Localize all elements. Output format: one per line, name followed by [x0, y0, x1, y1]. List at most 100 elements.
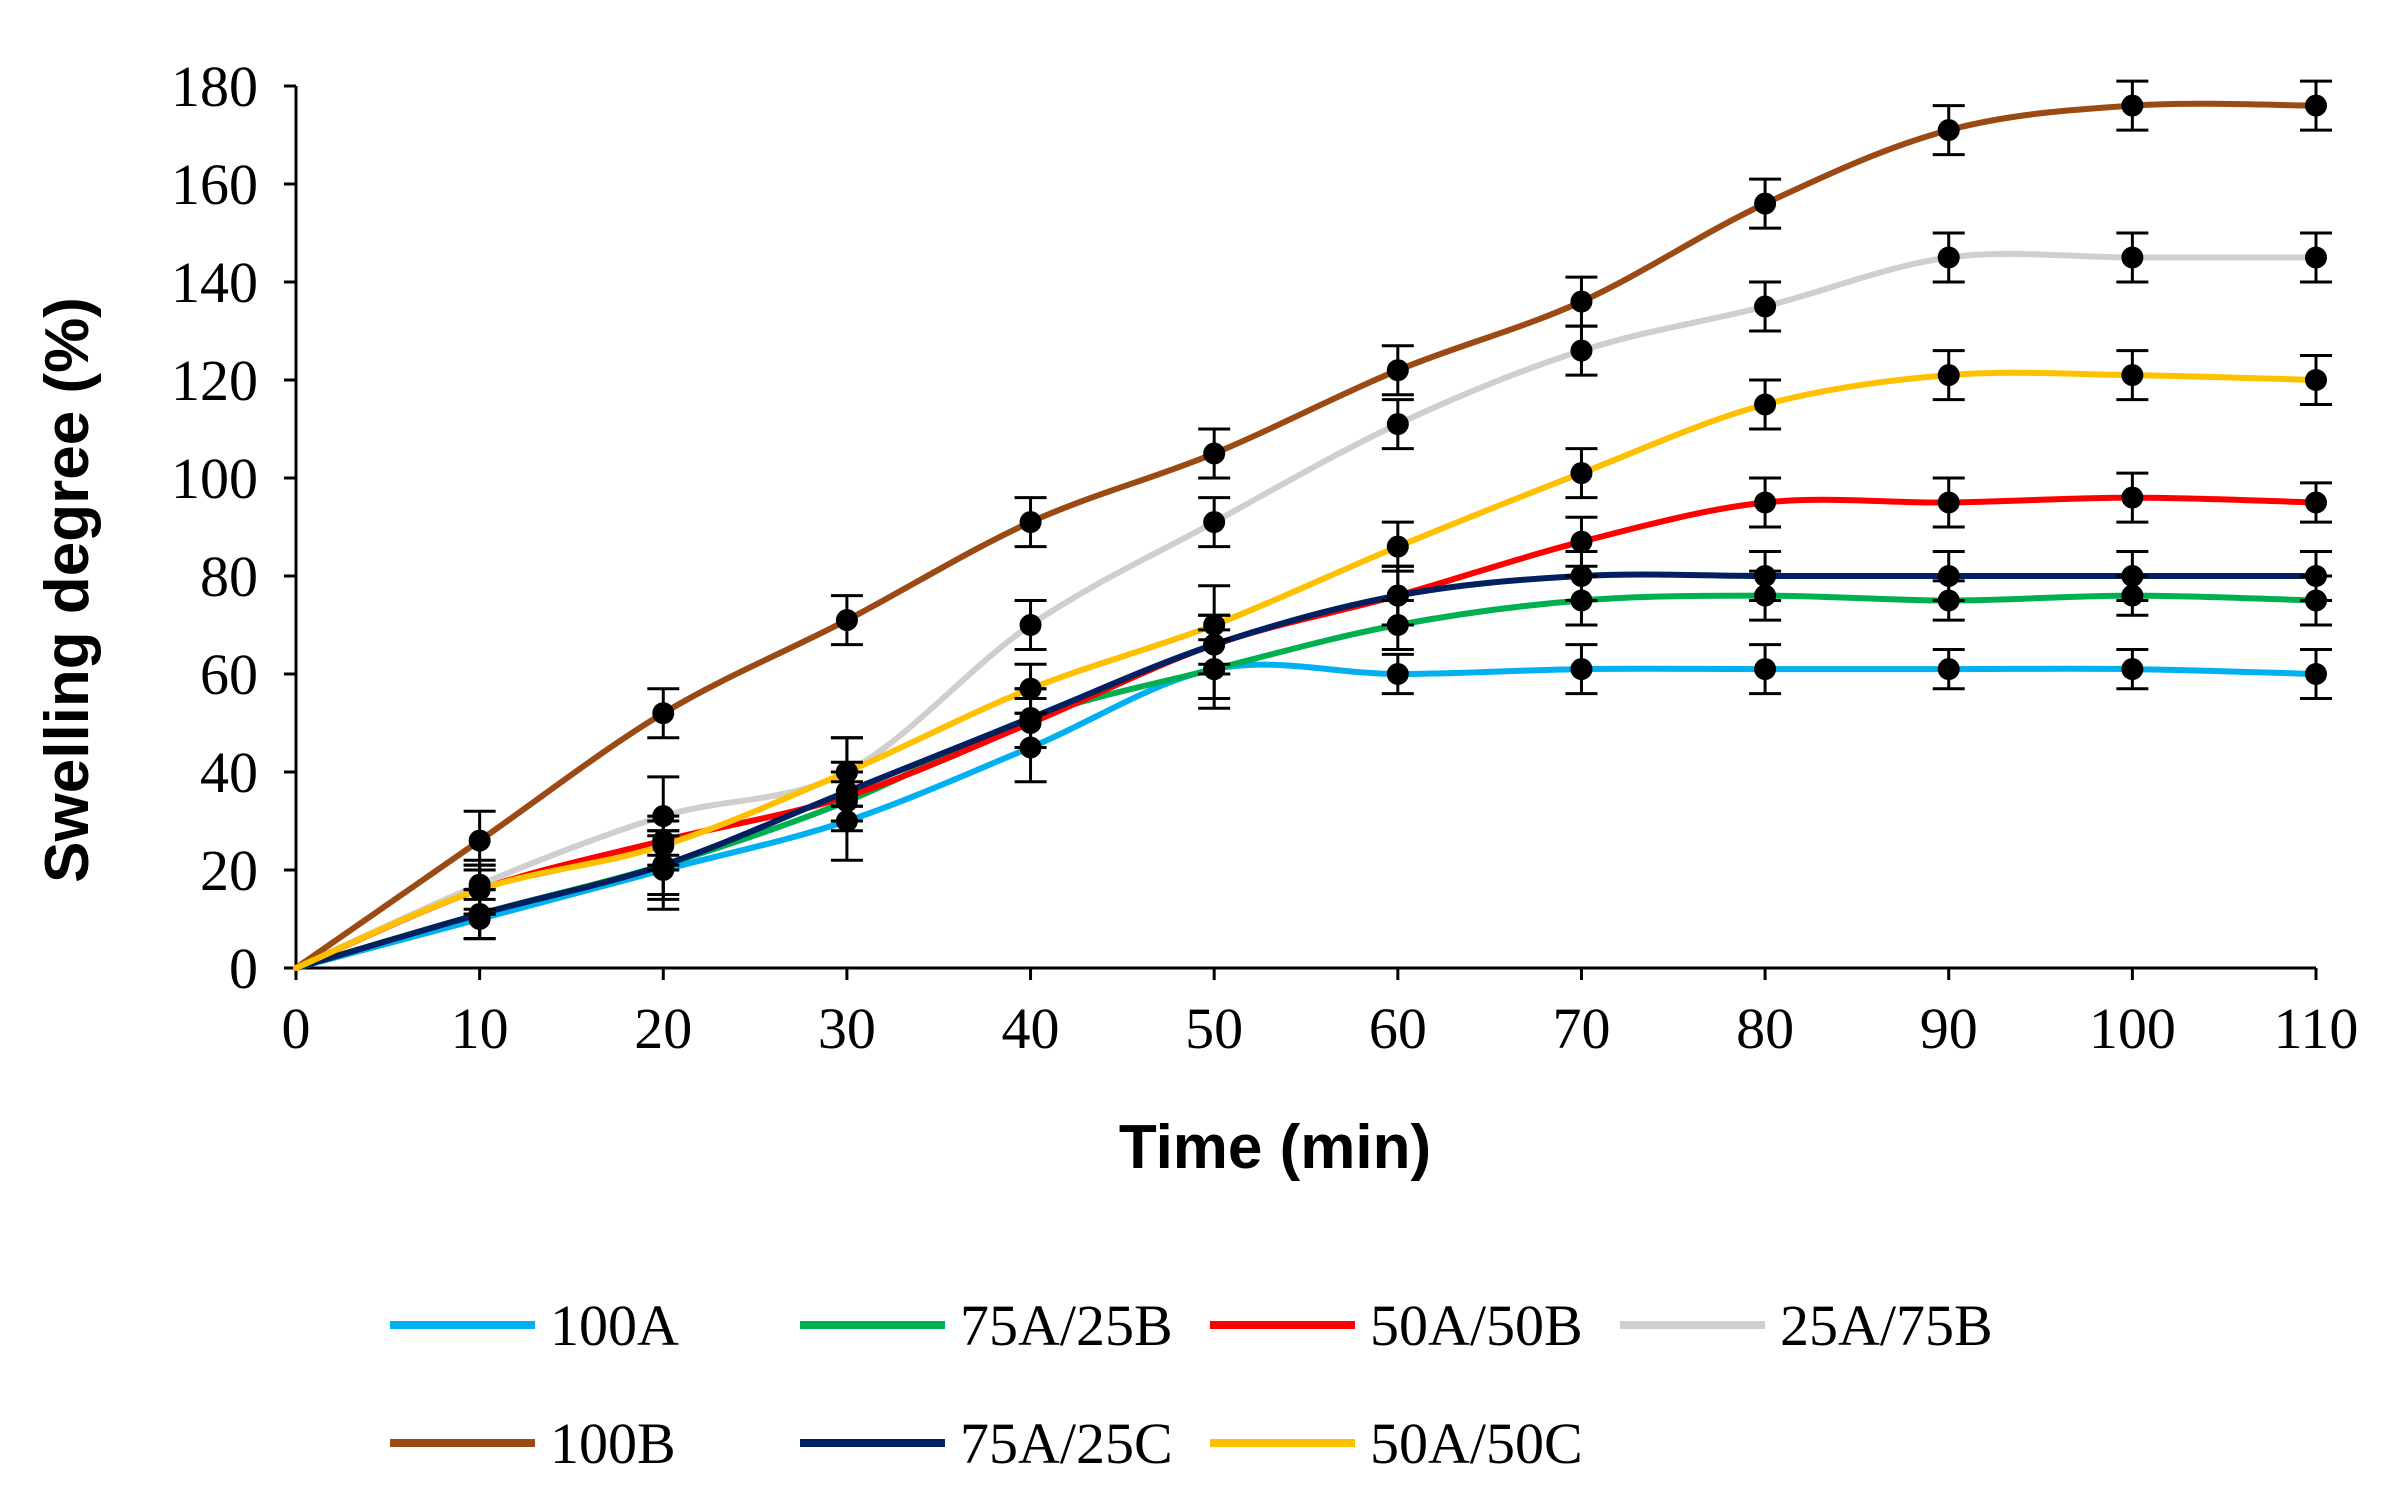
marker [1937, 119, 1960, 142]
legend-label: 75A/25C [960, 1411, 1173, 1476]
data-point-100b [1014, 496, 1047, 549]
marker [1937, 364, 1960, 387]
y-tick-label: 80 [200, 544, 258, 609]
y-tick-label: 180 [171, 54, 258, 119]
series-line-75a-25b [293, 592, 2319, 971]
x-tick-label: 10 [451, 996, 509, 1061]
marker [2121, 486, 2144, 509]
x-tick-label: 110 [2274, 996, 2359, 1061]
x-axis-title: Time (min) [1119, 1113, 1431, 1182]
data-point-50a-50c [1932, 349, 1965, 402]
data-point-50a-50c [2300, 354, 2332, 406]
marker [1019, 677, 1042, 700]
data-point-100b [2300, 79, 2332, 132]
legend-item-50a-50c: 50A/50C [1210, 1411, 1583, 1476]
data-point-100b [1749, 177, 1782, 230]
series-line-100a [293, 661, 2319, 971]
data-point-100a [1565, 643, 1598, 696]
data-point-25a-75b [1932, 231, 1965, 284]
data-point-100a [1381, 652, 1414, 696]
marker [1570, 462, 1593, 485]
y-tick-label: 60 [200, 642, 258, 707]
legend-label: 75A/25B [960, 1293, 1173, 1358]
data-point-75a-25c [1932, 550, 1965, 602]
x-tick-label: 30 [818, 996, 876, 1061]
data-point-25a-75b [1198, 496, 1231, 549]
data-point-25a-75b [1014, 599, 1047, 651]
data-point-100a [1749, 643, 1782, 696]
marker [468, 878, 491, 901]
data-point-50a-50c [647, 819, 680, 872]
data-point-50a-50c [1749, 378, 1782, 431]
marker [652, 834, 675, 857]
legend-label: 50A/50C [1370, 1411, 1583, 1476]
x-tick-label: 80 [1736, 996, 1794, 1061]
marker [2305, 94, 2327, 117]
marker [835, 761, 858, 783]
data-point-75a-25c [2116, 550, 2149, 602]
marker [1386, 413, 1409, 436]
data-point-50a-50b [1749, 476, 1782, 529]
series-lines [293, 100, 2319, 971]
marker [1203, 511, 1226, 534]
x-tick-label: 0 [282, 996, 311, 1061]
marker [1203, 442, 1226, 465]
marker [1754, 491, 1777, 514]
data-point-100b [1198, 427, 1231, 480]
data-point-50a-50c [1014, 662, 1047, 715]
data-point-25a-75b [1749, 280, 1782, 333]
legend-label: 25A/75B [1780, 1293, 1993, 1358]
y-tick-label: 0 [229, 936, 258, 1001]
y-tick-label: 160 [171, 152, 258, 217]
y-tick-label: 120 [171, 348, 258, 413]
marker [2305, 565, 2327, 587]
legend-item-25a-75b: 25A/75B [1620, 1293, 1993, 1358]
data-point-100b [2116, 79, 2149, 132]
data-point-100b [1381, 344, 1414, 397]
marker [1019, 511, 1042, 534]
data-point-25a-75b [1565, 324, 1598, 377]
marker [1754, 192, 1777, 215]
data-point-75a-25c [2300, 550, 2332, 602]
data-point-100a [2116, 648, 2149, 691]
data-point-50a-50c [1565, 447, 1598, 500]
marker [1754, 393, 1777, 416]
y-tick-label: 40 [200, 740, 258, 805]
marker [2305, 246, 2327, 269]
marker [2305, 369, 2327, 391]
legend: 100A 75A/25B 50A/50B 25A/75B 100B 75A/25C 50A/… [390, 1293, 1993, 1476]
legend-item-75a-25b: 75A/25B [800, 1293, 1173, 1358]
data-point-50a-50b [1932, 476, 1965, 529]
data-point-100b [647, 687, 680, 740]
series-line-50a-50b [293, 494, 2319, 971]
marker [835, 609, 858, 632]
marker [2121, 246, 2144, 269]
data-point-50a-50c [463, 863, 496, 916]
y-tick-label: 100 [171, 446, 258, 511]
x-tick-label: 40 [1002, 996, 1060, 1061]
marker [1937, 491, 1960, 514]
axes: 0 20 40 60 80 100 120 140 160 180 0 10 20 30 40 50 60 70 8… [171, 54, 2358, 1061]
marker [1570, 530, 1593, 553]
marker [1570, 339, 1593, 362]
legend-label: 100A [550, 1293, 679, 1358]
marker [1570, 290, 1593, 313]
marker [1203, 614, 1226, 636]
data-point-100b [463, 809, 496, 872]
data-point-50a-50c [1381, 520, 1414, 573]
legend-label: 100B [550, 1411, 676, 1476]
data-point-50a-50c [1198, 584, 1231, 666]
marker [1937, 246, 1960, 269]
marker [2121, 364, 2144, 387]
marker [2121, 94, 2144, 117]
data-point-100b [1932, 104, 1965, 157]
marker [1570, 658, 1593, 681]
data-point-50a-50c [2116, 349, 2149, 402]
x-tick-label: 60 [1369, 996, 1427, 1061]
legend-item-100b: 100B [390, 1411, 676, 1476]
marker [2305, 663, 2327, 685]
x-tick-label: 20 [634, 996, 692, 1061]
marker [1754, 565, 1777, 587]
legend-item-50a-50b: 50A/50B [1210, 1293, 1583, 1358]
